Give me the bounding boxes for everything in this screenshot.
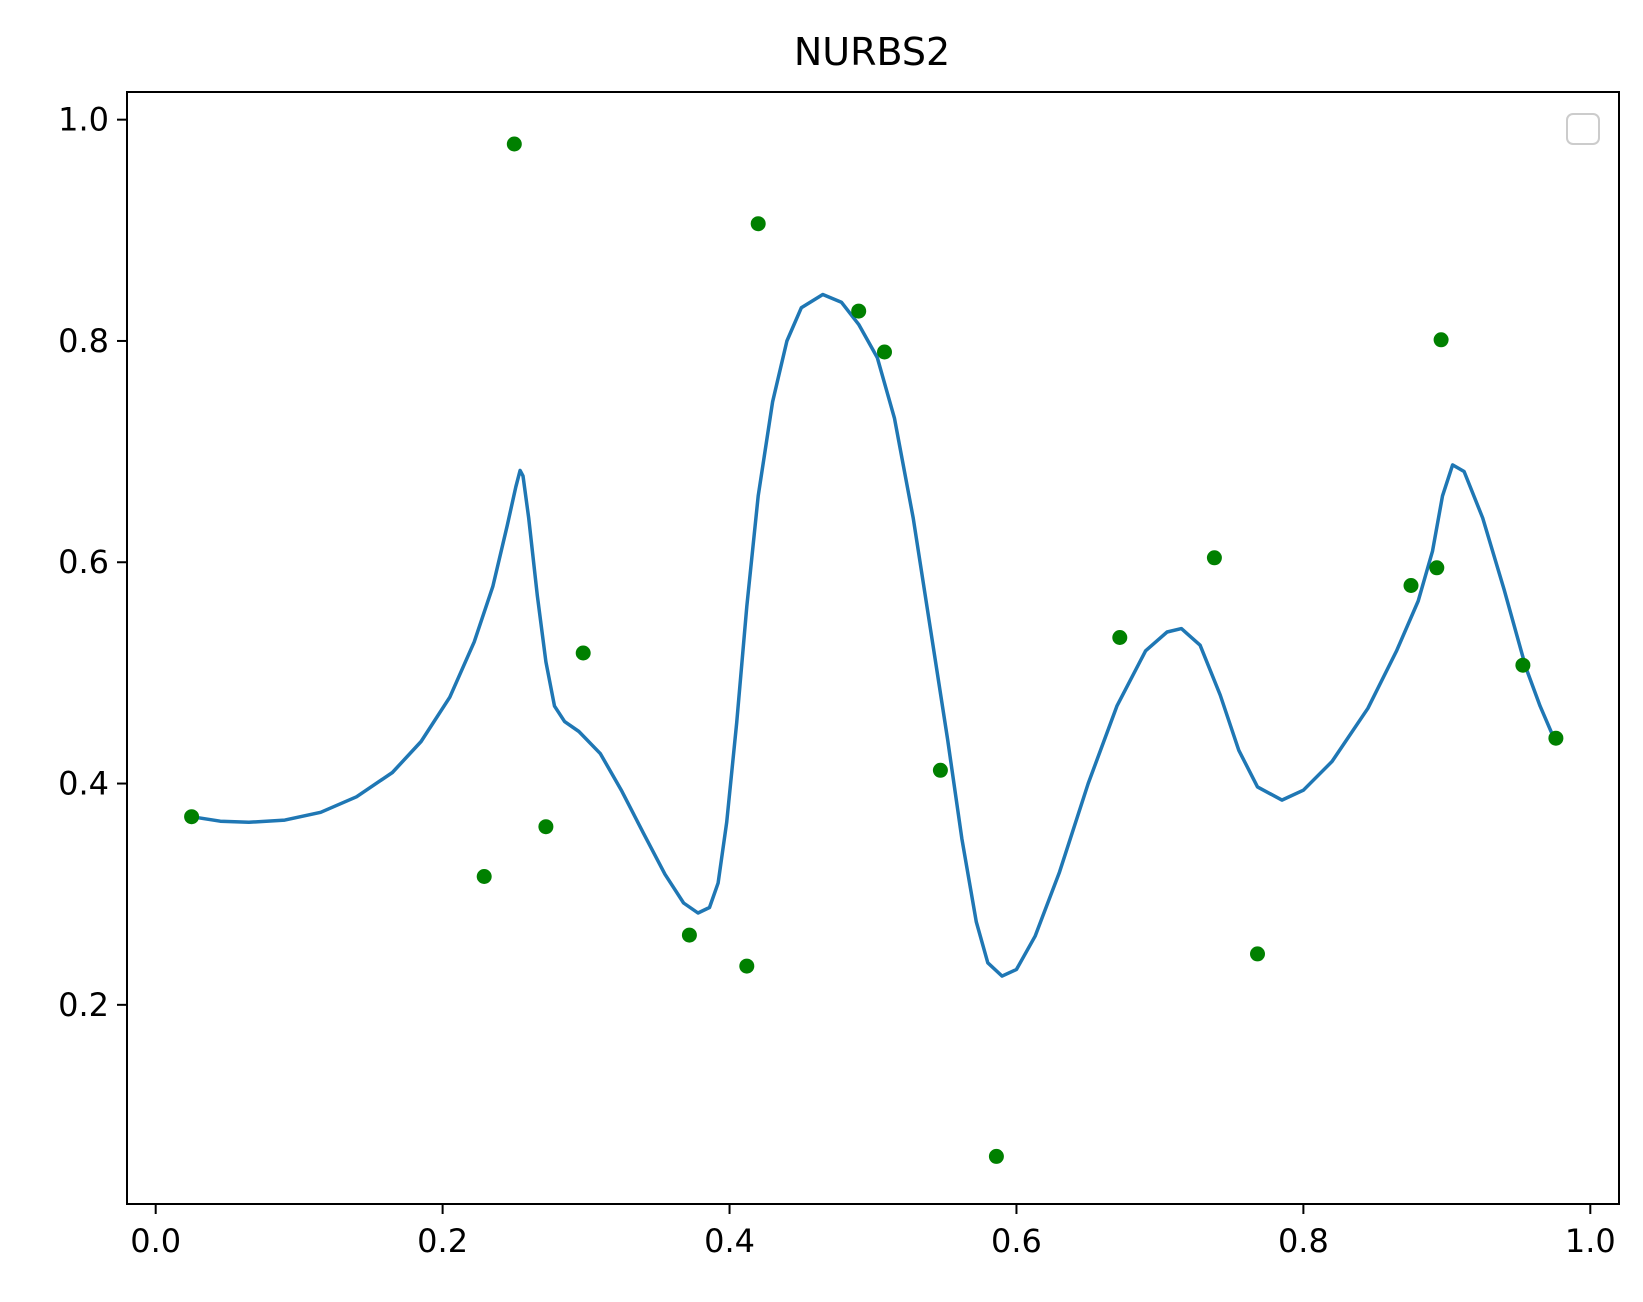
control-point-3: [506, 136, 522, 152]
x-tick-label: 1.0: [1565, 1222, 1616, 1260]
control-point-15: [1250, 946, 1265, 962]
control-point-8: [750, 216, 766, 232]
control-point-20: [1548, 730, 1564, 746]
control-point-6: [681, 927, 697, 943]
control-point-19: [1515, 657, 1531, 673]
y-tick-label: 0.6: [58, 543, 109, 581]
x-tick-label: 0.8: [1278, 1222, 1329, 1260]
control-point-5: [575, 645, 591, 661]
control-point-16: [1403, 578, 1419, 593]
chart-title: NURBS2: [794, 30, 950, 74]
plot-area: [184, 136, 1564, 1164]
control-point-13: [1112, 630, 1128, 645]
control-point-12: [988, 1148, 1004, 1164]
y-tick-label: 1.0: [58, 101, 109, 139]
legend-box: [1566, 113, 1600, 145]
x-tick-label: 0.4: [704, 1222, 755, 1260]
x-tick-label: 0.0: [130, 1222, 181, 1260]
control-point-1: [184, 809, 200, 825]
control-point-14: [1206, 550, 1222, 566]
axes-frame: [126, 91, 1620, 1205]
control-point-11: [932, 762, 948, 778]
control-point-9: [851, 303, 867, 319]
control-point-18: [1433, 332, 1449, 348]
control-point-4: [538, 819, 554, 835]
control-point-10: [877, 344, 892, 360]
control-point-17: [1429, 560, 1445, 576]
control-point-7: [739, 958, 755, 974]
x-tick-label: 0.6: [991, 1222, 1042, 1260]
y-tick-label: 0.4: [58, 765, 109, 803]
y-tick-label: 0.2: [58, 986, 109, 1024]
control-point-2: [476, 869, 492, 884]
legend: [1566, 113, 1600, 145]
nurbs-curve-line: [189, 292, 1557, 978]
x-tick-label: 0.2: [417, 1222, 468, 1260]
y-tick-label: 0.8: [58, 322, 109, 360]
axis-ticks: 0.0 0.2 0.4 0.6 0.8 1.0 0.2 0.4 0.6 0.8 1.0: [58, 101, 1616, 1260]
